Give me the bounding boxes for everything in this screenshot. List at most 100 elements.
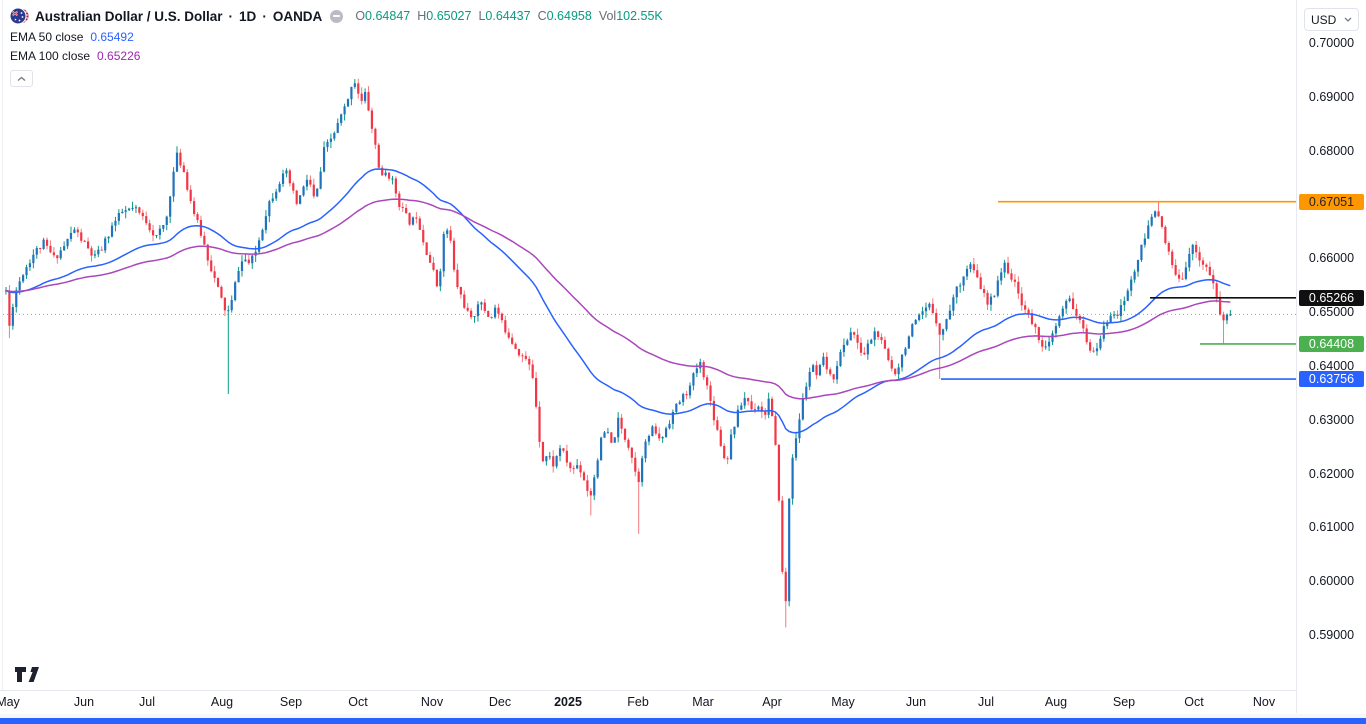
candle-body — [815, 365, 818, 376]
candle-body — [329, 138, 332, 142]
candle-body — [162, 224, 165, 229]
indicator-row-ema50[interactable]: EMA 50 close 0.65492 — [10, 30, 663, 44]
candle-body — [42, 239, 45, 249]
interval-label[interactable]: 1D — [239, 8, 257, 24]
indicator-row-ema100[interactable]: EMA 100 close 0.65226 — [10, 49, 663, 63]
candle-body — [535, 377, 538, 407]
candle-body — [446, 230, 449, 235]
candle-body — [1003, 262, 1006, 273]
candle-body — [682, 394, 685, 403]
market-closed-icon — [330, 9, 344, 23]
candle-body — [668, 423, 671, 429]
candle-body — [439, 271, 442, 287]
price-axis[interactable]: USD 0.70000 0.69000 0.68000 0.66000 0.65000 0… — [1296, 0, 1366, 713]
currency-selector[interactable]: USD — [1304, 8, 1359, 31]
time-axis[interactable]: May Jun Jul Aug Sep Oct Nov Dec 2025 Feb Mar Apr May… — [0, 690, 1366, 714]
candle-body — [1020, 293, 1023, 306]
candle-body — [835, 365, 839, 380]
candle-body — [1017, 281, 1020, 294]
candle-body — [1171, 251, 1174, 266]
candle-body — [511, 337, 514, 344]
candle-body — [1112, 314, 1116, 316]
candle-body — [1222, 314, 1225, 321]
candle-body — [206, 244, 209, 261]
candle-body — [148, 223, 151, 231]
candle-body — [1198, 252, 1201, 261]
ema-50-line[interactable] — [5, 168, 1231, 434]
candle-body — [244, 259, 247, 262]
candle-body — [757, 406, 760, 410]
candle-body — [295, 190, 298, 204]
candle-body — [435, 269, 439, 287]
exchange-label[interactable]: OANDA — [272, 8, 323, 24]
candle-body — [28, 263, 32, 268]
candle-body — [750, 401, 753, 410]
candle-body — [240, 261, 244, 271]
candle-body — [808, 371, 811, 387]
candle-body — [760, 406, 763, 412]
chart-legend: Australian Dollar / U.S. Dollar · 1D · O… — [9, 7, 663, 87]
candle-body — [928, 303, 931, 308]
candle-body — [1177, 274, 1181, 279]
candle-body — [172, 171, 175, 197]
time-axis-label: Apr — [762, 695, 782, 709]
candle-body — [216, 277, 220, 287]
candle-body — [237, 270, 240, 283]
candle-body — [322, 147, 326, 172]
candle-body — [610, 432, 613, 443]
candle-body — [993, 295, 996, 297]
candle-body — [80, 232, 83, 241]
candle-body — [894, 368, 897, 375]
candle-body — [517, 349, 521, 356]
candle-body — [613, 437, 616, 443]
candle-body — [391, 178, 394, 180]
tradingview-logo[interactable] — [14, 667, 41, 688]
candlestick-chart[interactable] — [0, 0, 1297, 690]
candle-body — [589, 490, 592, 496]
candle-body — [791, 457, 794, 499]
candle-body — [52, 252, 55, 256]
candle-body — [1201, 260, 1205, 265]
candle-body — [432, 262, 435, 270]
candle-body — [576, 465, 579, 469]
candle-body — [514, 343, 517, 350]
candle-body — [678, 402, 681, 404]
high-label: H — [417, 9, 427, 23]
time-axis-label: Jul — [978, 695, 994, 709]
candle-body — [962, 276, 965, 286]
candle-body — [1123, 300, 1126, 306]
candle-body — [268, 201, 271, 217]
ema-100-line[interactable] — [5, 198, 1231, 400]
candle-body — [753, 409, 757, 411]
candle-body — [1058, 316, 1061, 327]
candle-body — [524, 355, 527, 359]
candle-body — [849, 332, 852, 341]
legend-collapse-button[interactable] — [10, 70, 33, 87]
candle-body — [921, 311, 924, 315]
candle-body — [251, 255, 254, 264]
symbol-row[interactable]: Australian Dollar / U.S. Dollar · 1D · O… — [9, 7, 663, 25]
candle-body — [299, 195, 302, 204]
candle-body — [1167, 243, 1170, 252]
candle-body — [97, 249, 100, 255]
candle-body — [15, 290, 18, 308]
time-axis-label: Aug — [1044, 695, 1068, 709]
candle-body — [227, 310, 230, 312]
candle-body — [346, 99, 350, 107]
candle-body — [1054, 326, 1058, 334]
candle-body — [647, 435, 651, 442]
candle-body — [476, 304, 480, 317]
candle-body — [340, 114, 343, 124]
symbol-title[interactable]: Australian Dollar / U.S. Dollar — [35, 8, 223, 24]
candle-body — [723, 445, 726, 459]
candle-body — [548, 456, 551, 458]
separator: · — [262, 8, 267, 24]
candle-body — [326, 141, 329, 148]
candle-body — [504, 320, 507, 333]
candle-body — [883, 340, 887, 349]
candle-body — [552, 456, 555, 467]
candle-body — [45, 239, 49, 246]
candle-body — [381, 167, 384, 176]
candle-body — [11, 307, 14, 326]
candle-body — [422, 229, 425, 243]
